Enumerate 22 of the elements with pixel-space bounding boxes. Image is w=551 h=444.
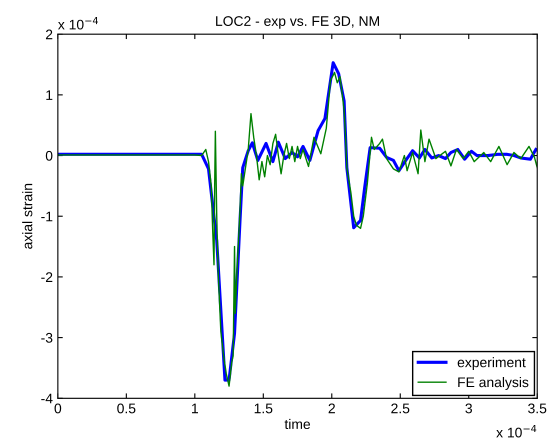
x-tick-label: 3 — [465, 403, 472, 414]
x-tick-label: 2.5 — [391, 403, 410, 414]
legend-label: FE analysis — [458, 376, 528, 390]
text: x 10$^{−4}$ — [58, 16, 98, 30]
y-tick-label: -4 — [41, 394, 53, 404]
y-tick-label: -1 — [41, 212, 52, 222]
x-tick-label: 3.5 — [528, 403, 546, 414]
x-tick-label: 2 — [328, 403, 335, 414]
x-tick-label: 0.5 — [117, 403, 136, 414]
y-tick-label: -2 — [41, 272, 52, 282]
text: x 10$^{−4}$ — [496, 424, 536, 438]
y-tick-label: -3 — [41, 332, 52, 343]
x-tick-label: 1 — [192, 404, 198, 414]
chart-title: LOC2 - exp vs. FE 3D, NM — [216, 16, 379, 29]
x-tick-label: 0 — [54, 403, 62, 414]
x-axis-title: time — [284, 418, 310, 430]
y-tick-label: 1 — [46, 90, 52, 100]
x-tick-label: 1.5 — [254, 404, 272, 414]
y-tick-label: 0 — [46, 150, 52, 161]
legend-label: experiment — [458, 357, 526, 370]
y-axis-title: axial strain — [22, 184, 32, 249]
y-tick-label: 2 — [46, 30, 52, 40]
